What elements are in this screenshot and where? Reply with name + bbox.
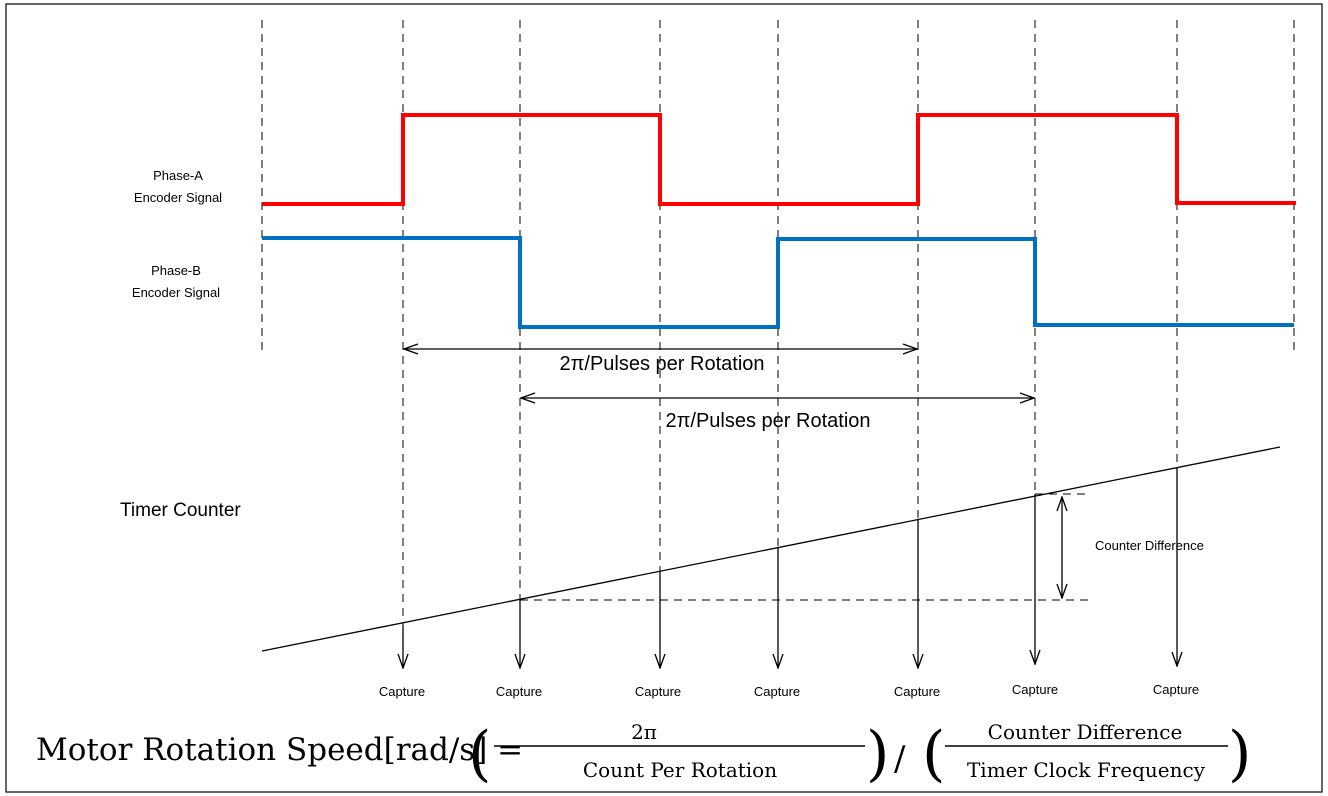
formula-paren-close-2: ) — [1228, 719, 1251, 789]
phase-a-label-line2: Encoder Signal — [134, 190, 222, 205]
capture-label: Capture — [379, 684, 425, 699]
capture-label: Capture — [496, 684, 542, 699]
interval-label-2: 2π/Pulses per Rotation — [665, 410, 870, 432]
speed-formula: Motor Rotation Speed[rad/s] = ( 2π Count… — [36, 719, 1251, 789]
capture-arrows — [403, 467, 1177, 668]
phase-a-waveform — [262, 113, 1296, 206]
capture-label: Capture — [894, 684, 940, 699]
diagram-frame — [5, 3, 1323, 793]
formula-numerator-1: 2π — [631, 720, 657, 744]
capture-label: Capture — [635, 684, 681, 699]
formula-paren-open-2: ( — [922, 719, 945, 789]
interval-label-1: 2π/Pulses per Rotation — [559, 353, 764, 375]
phase-b-label-line2: Encoder Signal — [132, 285, 220, 300]
timer-counter-ramp — [261, 446, 1281, 652]
counter-difference-label: Counter Difference — [1095, 538, 1204, 553]
phase-b-label-line1: Phase-B — [151, 263, 201, 278]
formula-paren-open-1: ( — [468, 719, 491, 789]
capture-label: Capture — [1012, 682, 1058, 697]
formula-lhs: Motor Rotation Speed[rad/s] = — [36, 732, 523, 768]
phase-b-waveform — [262, 236, 1294, 329]
formula-denominator-2: Timer Clock Frequency — [967, 758, 1206, 782]
formula-paren-close-1: ) — [866, 719, 889, 789]
capture-label: Capture — [1153, 682, 1199, 697]
timer-counter-label: Timer Counter — [120, 500, 241, 521]
formula-divider: / — [894, 739, 906, 779]
capture-label: Capture — [754, 684, 800, 699]
phase-a-label-line1: Phase-A — [153, 168, 203, 183]
formula-denominator-1: Count Per Rotation — [583, 758, 777, 782]
formula-numerator-2: Counter Difference — [988, 720, 1183, 744]
